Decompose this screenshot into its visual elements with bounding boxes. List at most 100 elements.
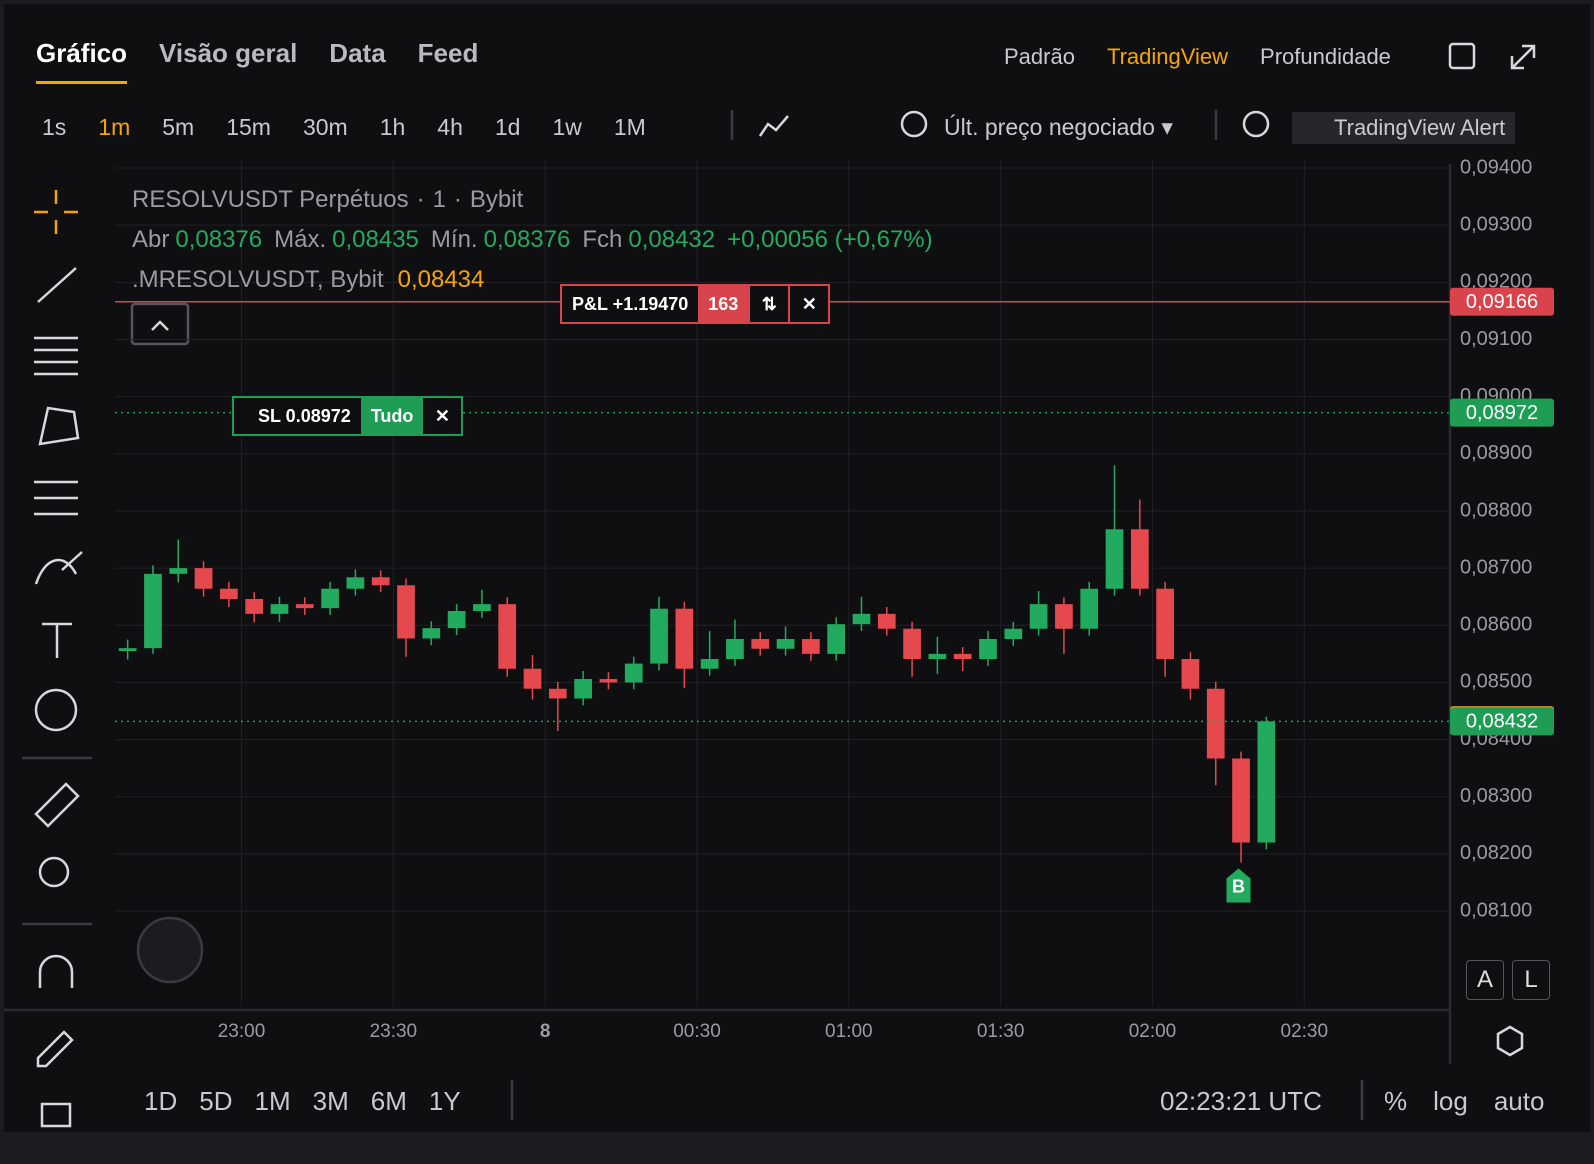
- interval[interactable]: 1d: [494, 114, 521, 140]
- candle-body: [751, 639, 770, 649]
- close-button[interactable]: ✕: [788, 286, 828, 322]
- y-tick-label: 0,08600: [1460, 614, 1532, 636]
- brush-tool[interactable]: [34, 551, 83, 585]
- layout-icon[interactable]: [1448, 42, 1476, 70]
- ohlc-label: Máx.: [274, 226, 327, 253]
- price-label: 0,08432: [1466, 711, 1538, 733]
- mark-value: 0,08434: [397, 266, 485, 293]
- candle-body: [422, 628, 441, 639]
- scale-option[interactable]: log: [1433, 1086, 1468, 1116]
- interval[interactable]: 4h: [437, 114, 463, 140]
- y-tick-label: 0,08300: [1460, 785, 1532, 807]
- tab[interactable]: Feed: [417, 38, 479, 68]
- interval[interactable]: 15m: [226, 114, 271, 140]
- crosshair-tool[interactable]: [34, 190, 78, 234]
- candle-body: [1232, 758, 1250, 843]
- grid: [115, 160, 1450, 1006]
- settings-icon[interactable]: [900, 110, 928, 138]
- candle-body: [1004, 628, 1023, 640]
- candle-body: [270, 604, 289, 614]
- candle-body: [548, 688, 567, 699]
- candle-body: [118, 648, 137, 652]
- range[interactable]: 1D: [144, 1086, 178, 1116]
- emoji-tool[interactable]: [34, 688, 78, 732]
- pattern-tool[interactable]: [38, 406, 80, 446]
- candle-body: [295, 604, 314, 609]
- price-label-box: [1450, 287, 1554, 316]
- interval[interactable]: 1h: [379, 114, 406, 140]
- alert-label[interactable]: TradingView Alert: [1334, 115, 1506, 140]
- candle-body: [371, 577, 390, 586]
- range[interactable]: 3M: [312, 1086, 349, 1116]
- drawing-toolbar: [4, 42, 1536, 1128]
- range[interactable]: 1M: [254, 1086, 291, 1116]
- sl-qty: Tudo: [360, 398, 424, 434]
- interval[interactable]: 1m: [98, 114, 131, 140]
- indicator-icon[interactable]: [758, 115, 789, 137]
- collapse-arrow: [151, 320, 169, 331]
- y-tick-label: 0,08100: [1460, 899, 1532, 921]
- ruler-tool[interactable]: [34, 782, 80, 828]
- view-option[interactable]: Profundidade: [1260, 44, 1391, 69]
- view-option[interactable]: Padrão: [1004, 44, 1075, 69]
- candle-body: [953, 653, 972, 660]
- candle-body: [624, 663, 643, 683]
- trade-marker-label: B: [1232, 876, 1245, 896]
- zoom-tool[interactable]: [38, 856, 70, 888]
- interval: 1: [432, 186, 446, 213]
- candle-body: [903, 628, 921, 660]
- projection-tool[interactable]: [34, 480, 78, 516]
- interval[interactable]: 30m: [302, 114, 348, 140]
- y-tick-label: 0,08200: [1460, 842, 1532, 864]
- y-tick-label: 0,09200: [1460, 271, 1532, 293]
- tab[interactable]: Visão geral: [159, 38, 298, 68]
- axis-settings[interactable]: [1496, 1025, 1524, 1057]
- price-source[interactable]: Últ. preço negociado ▾: [944, 114, 1173, 140]
- tab[interactable]: Data: [329, 38, 386, 68]
- x-tick-label: 01:00: [825, 1021, 873, 1042]
- close-button[interactable]: ✕: [434, 405, 450, 426]
- x-tick-label: 23:00: [218, 1021, 266, 1042]
- range[interactable]: 1Y: [428, 1086, 461, 1116]
- candle-body: [650, 608, 668, 664]
- tab[interactable]: Gráfico: [36, 38, 128, 84]
- y-tick-label: 0,08500: [1460, 671, 1532, 693]
- fib-tool[interactable]: [34, 336, 78, 376]
- change: +0,00056 (+0,67%): [727, 226, 933, 253]
- scale-option[interactable]: %: [1384, 1086, 1408, 1116]
- add-icon[interactable]: [1242, 110, 1270, 138]
- collapse-legend[interactable]: [130, 302, 190, 346]
- scale-option[interactable]: auto: [1493, 1086, 1545, 1116]
- price-label-box: [1450, 398, 1554, 427]
- interval[interactable]: 1s: [42, 114, 67, 140]
- interval[interactable]: 1w: [552, 114, 582, 140]
- position-order[interactable]: P&L +1.19470 163 ⇅ ✕: [560, 284, 831, 324]
- range[interactable]: 5D: [199, 1086, 233, 1116]
- candle-body: [523, 668, 542, 689]
- candle-body: [877, 613, 896, 629]
- y-tick-label: 0,08900: [1460, 442, 1532, 464]
- line-tool[interactable]: [37, 267, 77, 303]
- auto-button[interactable]: A: [1466, 960, 1504, 1000]
- clock-text: 02:23:21 UTC: [1160, 1086, 1322, 1116]
- y-tick-label: 0,09300: [1460, 213, 1532, 235]
- interval[interactable]: 5m: [162, 114, 195, 140]
- interval[interactable]: 1M: [613, 114, 646, 140]
- text-tool[interactable]: [42, 622, 72, 658]
- pnl-label: P&L +1.19470: [572, 293, 689, 314]
- fullscreen-icon[interactable]: [1510, 44, 1536, 70]
- x-tick-label: 02:30: [1281, 1021, 1329, 1042]
- reverse-button[interactable]: ⇅: [748, 286, 788, 322]
- alert-button[interactable]: TradingView Alert: [1292, 112, 1516, 144]
- lock-tool[interactable]: [40, 1102, 72, 1128]
- view-option[interactable]: TradingView: [1106, 44, 1229, 69]
- stop-loss-order[interactable]: SL 0.08972 Tudo ✕: [232, 396, 464, 436]
- x-tick-label: 02:00: [1129, 1021, 1177, 1042]
- range[interactable]: 6M: [370, 1086, 407, 1116]
- magnet-tool[interactable]: [38, 954, 74, 988]
- log-button[interactable]: L: [1512, 960, 1550, 1000]
- tv-logo[interactable]: [136, 916, 204, 984]
- candle-body: [498, 604, 517, 669]
- lock-draw-tool[interactable]: [36, 1030, 74, 1068]
- price-source-label[interactable]: Últ. preço negociado: [944, 114, 1155, 140]
